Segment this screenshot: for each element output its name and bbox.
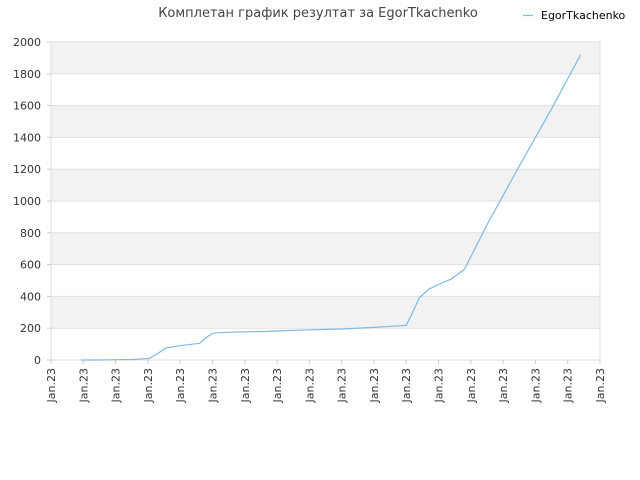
y-tick-label: 200 — [20, 322, 41, 335]
y-tick-label: 2000 — [13, 36, 41, 49]
x-tick-label: Jan.23 — [433, 368, 446, 403]
y-tick-label: 800 — [20, 227, 41, 240]
x-axis-ticks: Jan.23 Jan.23 Jan.23 Jan.23 Jan.23 Jan.23 Jan.… — [45, 360, 607, 403]
x-tick-label: Jan.23 — [336, 368, 349, 403]
x-tick-label: Jan.23 — [45, 368, 58, 403]
x-tick-label: Jan.23 — [110, 368, 123, 403]
plot-band — [51, 169, 600, 201]
plot-band — [51, 137, 600, 170]
y-tick-label: 600 — [20, 259, 41, 272]
x-tick-label: Jan.23 — [497, 368, 510, 403]
plot-band — [51, 232, 600, 265]
x-tick-label: Jan.23 — [239, 368, 252, 403]
x-tick-label: Jan.23 — [142, 368, 155, 403]
chart-title: Комплетан график резултат за EgorTkachen… — [158, 6, 478, 21]
x-tick-label: Jan.23 — [465, 368, 478, 403]
y-tick-label: 0 — [34, 354, 41, 367]
x-tick-label: Jan.23 — [174, 368, 187, 403]
x-tick-label: Jan.23 — [594, 368, 607, 403]
y-tick-label: 1000 — [13, 195, 41, 208]
y-axis-ticks: 0 200 400 600 800 1000 1200 1400 1600 1800 2000 — [13, 36, 51, 367]
plot-band — [51, 296, 600, 329]
plot-band — [51, 328, 600, 360]
legend-label: EgorTkachenko — [541, 9, 626, 22]
y-tick-label: 1400 — [13, 131, 41, 144]
plot-band — [51, 264, 600, 297]
x-tick-label: Jan.23 — [368, 368, 381, 403]
plot-band — [51, 73, 600, 106]
plot-band — [51, 105, 600, 138]
y-tick-label: 1800 — [13, 68, 41, 81]
x-tick-label: Jan.23 — [77, 368, 90, 403]
x-tick-label: Jan.23 — [303, 368, 316, 403]
x-tick-label: Jan.23 — [529, 368, 542, 403]
x-tick-label: Jan.23 — [271, 368, 284, 403]
x-tick-label: Jan.23 — [400, 368, 413, 403]
series-layer — [81, 54, 582, 361]
series-line — [81, 54, 582, 361]
x-tick-label: Jan.23 — [206, 368, 219, 403]
legend: EgorTkachenko — [523, 9, 626, 22]
x-tick-label: Jan.23 — [562, 368, 575, 403]
y-tick-label: 1600 — [13, 100, 41, 113]
plot-band — [51, 201, 600, 233]
y-tick-label: 400 — [20, 290, 41, 303]
y-tick-label: 1200 — [13, 163, 41, 176]
plot-band — [51, 42, 600, 74]
